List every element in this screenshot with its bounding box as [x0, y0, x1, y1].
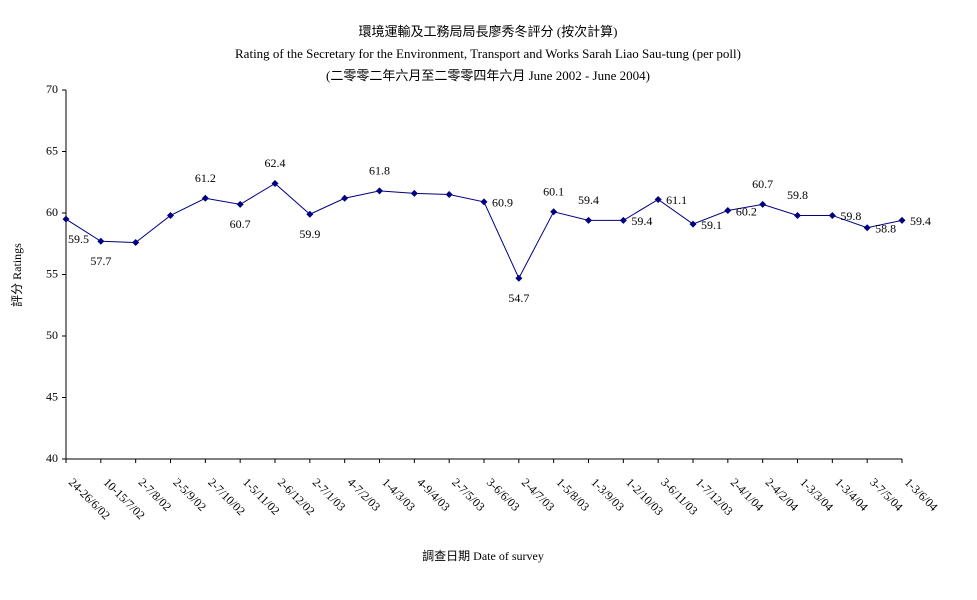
x-tick-label: 2-6/12/02	[275, 475, 318, 518]
data-point	[480, 198, 488, 206]
data-label: 61.2	[195, 171, 216, 185]
data-label: 57.7	[90, 254, 111, 268]
chart-subtitle: Rating of the Secretary for the Environm…	[235, 46, 741, 61]
data-point	[863, 224, 871, 232]
data-label: 59.8	[787, 188, 808, 202]
y-tick-label: 70	[46, 82, 58, 96]
data-point	[898, 216, 906, 224]
chart-title: 環境運輸及工務局局長廖秀冬評分 (按次計算)	[359, 24, 618, 39]
x-tick-label: 1-3/3/04	[797, 475, 836, 514]
data-point	[654, 195, 662, 203]
data-label: 62.4	[265, 156, 286, 170]
x-tick-label: 2-7/5/03	[449, 475, 488, 514]
data-point	[341, 194, 349, 202]
y-tick-label: 60	[46, 205, 58, 219]
x-tick-label: 1-3/6/04	[902, 475, 941, 514]
data-label: 61.8	[369, 164, 390, 178]
data-label: 54.7	[508, 291, 529, 305]
x-tick-label: 4-7/2/03	[345, 475, 384, 514]
data-label: 58.8	[875, 222, 896, 236]
data-label: 59.4	[910, 214, 931, 228]
y-tick-label: 45	[46, 389, 58, 403]
data-point	[97, 237, 105, 245]
x-axis-label: 調查日期 Date of survey	[422, 549, 544, 563]
data-point	[167, 211, 174, 219]
data-label: 60.7	[230, 217, 251, 231]
x-tick-label: 1-4/3/03	[379, 475, 418, 514]
x-tick-label: 2-7/10/02	[205, 475, 248, 518]
data-label: 60.9	[492, 196, 513, 210]
data-label: 60.2	[736, 204, 757, 218]
x-tick-label: 1-5/8/03	[554, 475, 593, 514]
data-label: 60.7	[752, 177, 773, 191]
data-point	[306, 210, 314, 218]
data-point	[619, 216, 627, 224]
x-tick-label: 1-7/12/03	[693, 475, 736, 518]
data-point	[236, 200, 244, 208]
data-label: 59.5	[68, 232, 89, 246]
y-tick-label: 55	[46, 266, 58, 280]
data-point	[62, 215, 70, 223]
y-tick-label: 40	[46, 451, 58, 465]
data-point	[689, 220, 697, 228]
y-tick-label: 65	[46, 143, 58, 157]
data-point	[794, 211, 801, 219]
y-tick-label: 50	[46, 328, 58, 342]
data-label: 59.9	[299, 227, 320, 241]
data-point	[724, 207, 732, 215]
x-tick-label: 1-3/9/03	[588, 475, 627, 514]
data-point	[376, 187, 383, 195]
data-point	[828, 211, 836, 219]
data-point	[515, 274, 523, 282]
x-tick-label: 4-9/4/03	[414, 475, 453, 514]
x-tick-label: 3-6/6/03	[484, 475, 523, 514]
x-tick-label: 1-5/11/02	[240, 475, 283, 518]
data-label: 59.1	[701, 218, 722, 232]
data-point	[201, 194, 209, 202]
x-tick-label: 1-2/10/03	[623, 475, 666, 518]
data-label: 59.4	[578, 193, 599, 207]
data-point	[410, 189, 418, 197]
data-point	[271, 179, 279, 187]
data-point	[445, 191, 453, 199]
data-label: 61.1	[666, 193, 687, 207]
data-point	[585, 216, 592, 224]
data-point	[759, 200, 767, 208]
y-axis-label: 評分 Ratings	[9, 243, 24, 307]
x-tick-label: 3-6/11/03	[658, 475, 701, 518]
data-label: 59.4	[631, 214, 652, 228]
series-line	[65, 182, 903, 280]
data-label: 59.8	[840, 209, 861, 223]
data-point	[550, 208, 558, 216]
data-label: 60.1	[543, 185, 564, 199]
x-tick-label: 2-4/7/03	[519, 475, 558, 514]
x-tick-label: 3-7/5/04	[867, 475, 906, 514]
x-tick-label: 2-5/9/02	[170, 475, 209, 514]
chart-subtitle: (二零零二年六月至二零零四年六月 June 2002 - June 2004)	[326, 68, 650, 83]
data-point	[132, 239, 140, 247]
x-tick-label: 1-3/4/04	[832, 475, 871, 514]
x-tick-label: 2-4/2/04	[763, 475, 802, 514]
